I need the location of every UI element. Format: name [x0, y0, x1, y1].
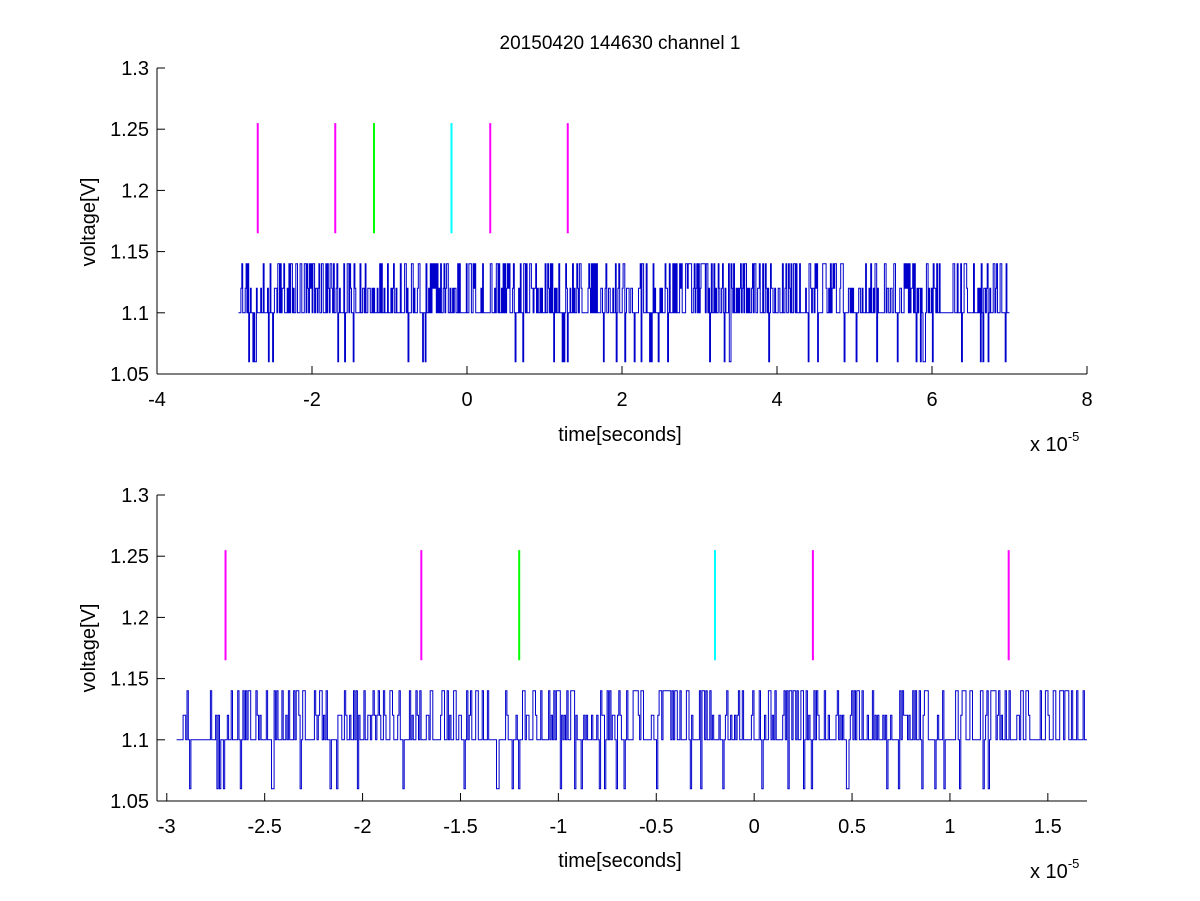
top-y-tick-label: 1.25 — [110, 119, 149, 141]
bottom-y-tick-label: 1.2 — [121, 607, 149, 629]
bottom-y-tick-label: 1.3 — [121, 485, 149, 507]
top-x-multiplier: x 10-5 — [1030, 429, 1079, 456]
bottom-x-tick-label: -2.5 — [247, 816, 281, 838]
top-plot-ticks: -4 -2 0 2 4 6 8 1.05 1.1 1.15 1.2 1.25 1.3 — [110, 58, 1093, 411]
top-y-axis-label: voltage[V] — [78, 178, 100, 267]
top-x-multiplier-base: x 10 — [1030, 434, 1068, 456]
bottom-plot-axes — [156, 495, 1087, 802]
top-signal-series-line — [238, 263, 1010, 363]
bottom-x-tick-label: -1 — [549, 816, 567, 838]
top-y-tick-label: 1.2 — [121, 180, 149, 202]
top-subplot: 20150420 144630 channel 1 -4 -2 0 2 4 6 8 1.05 1… — [78, 33, 1093, 456]
top-x-tick-label: 4 — [771, 389, 782, 411]
top-x-tick-label: -4 — [148, 389, 166, 411]
top-y-tick-label: 1.05 — [110, 364, 149, 386]
bottom-y-tick-label: 1.05 — [110, 791, 149, 813]
bottom-x-axis-label: time[seconds] — [558, 850, 681, 872]
top-y-tick-label: 1.3 — [121, 58, 149, 80]
bottom-x-tick-label: 1 — [944, 816, 955, 838]
bottom-x-multiplier-exponent: -5 — [1068, 856, 1080, 871]
bottom-y-tick-label: 1.15 — [110, 669, 149, 691]
top-y-tick-label: 1.1 — [121, 303, 149, 325]
bottom-x-tick-label: -2 — [354, 816, 372, 838]
bottom-subplot: -3 -2.5 -2 -1.5 -1 -0.5 0 0.5 1 1.5 1.05 1.1 1.15 1.2… — [78, 485, 1087, 883]
bottom-x-multiplier: x 10-5 — [1030, 856, 1079, 883]
bottom-x-tick-label: 0.5 — [838, 816, 866, 838]
bottom-x-tick-label: 1.5 — [1034, 816, 1062, 838]
bottom-x-multiplier-base: x 10 — [1030, 861, 1068, 883]
top-x-tick-label: -2 — [303, 389, 321, 411]
top-y-tick-label: 1.15 — [110, 242, 149, 264]
bottom-y-tick-label: 1.25 — [110, 546, 149, 568]
bottom-y-tick-label: 1.1 — [121, 730, 149, 752]
top-plot-marks — [238, 123, 1010, 363]
top-x-tick-label: 8 — [1081, 389, 1092, 411]
chart-title: 20150420 144630 channel 1 — [500, 33, 741, 54]
top-x-tick-label: 0 — [461, 389, 472, 411]
top-x-tick-label: 6 — [926, 389, 937, 411]
top-x-tick-label: 2 — [616, 389, 627, 411]
bottom-x-tick-label: -0.5 — [639, 816, 673, 838]
bottom-y-axis-label: voltage[V] — [78, 604, 100, 693]
bottom-signal-series-line — [176, 690, 1087, 790]
bottom-plot-ticks: -3 -2.5 -2 -1.5 -1 -0.5 0 0.5 1 1.5 1.05 1.1 1.15 1.2… — [110, 485, 1062, 838]
top-x-axis-label: time[seconds] — [558, 424, 681, 446]
bottom-x-tick-label: -3 — [158, 816, 176, 838]
bottom-x-tick-label: 0 — [749, 816, 760, 838]
top-x-multiplier-exponent: -5 — [1068, 429, 1080, 444]
bottom-plot-marks — [176, 550, 1087, 790]
bottom-x-tick-label: -1.5 — [443, 816, 477, 838]
